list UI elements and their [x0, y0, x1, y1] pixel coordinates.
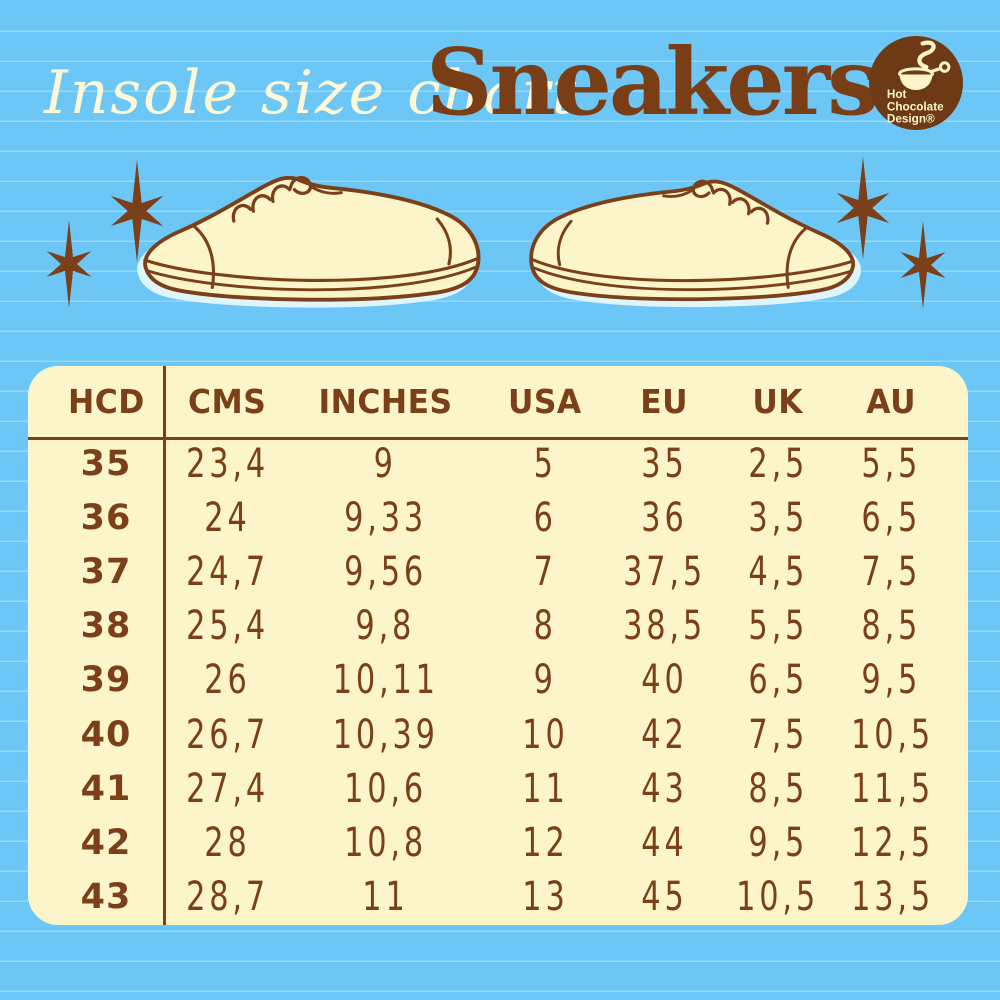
table-header-divider — [28, 437, 968, 440]
table-row: 37 24,7 9,56 7 37,5 4,5 7,5 — [28, 545, 968, 599]
table-row: 41 27,4 10,6 11 43 8,5 11,5 — [28, 762, 968, 816]
size-cell: 28,7 — [186, 873, 269, 920]
size-cell: 37 — [80, 552, 132, 593]
size-cell: 9,8 — [355, 603, 416, 650]
size-cell: 10,5 — [851, 711, 934, 758]
sparkle-star-icon — [900, 221, 946, 309]
table-row: 40 26,7 10,39 10 42 7,5 10,5 — [28, 707, 968, 761]
size-cell: 42 — [640, 711, 688, 758]
sparkle-star-icon — [836, 156, 890, 260]
size-cell: 10,6 — [344, 765, 427, 812]
size-cell: 10 — [521, 711, 569, 758]
logo-text-line3: Design® — [887, 112, 935, 125]
column-header-cms: CMS — [188, 382, 267, 421]
size-cell: 43 — [80, 876, 132, 917]
size-cell: 26,7 — [186, 711, 269, 758]
size-cell: 38,5 — [623, 603, 706, 650]
size-cell: 35 — [80, 444, 132, 485]
size-cell: 4,5 — [748, 549, 808, 596]
size-cell: 43 — [640, 765, 688, 812]
size-cell: 9,5 — [748, 819, 808, 866]
size-cell: 5,5 — [861, 441, 921, 488]
size-cell: 12 — [521, 819, 569, 866]
table-row: 36 24 9,33 6 36 3,5 6,5 — [28, 491, 968, 545]
table-row: 38 25,4 9,8 8 38,5 5,5 8,5 — [28, 599, 968, 653]
steam-icon — [917, 40, 936, 70]
size-cell: 10,8 — [344, 819, 427, 866]
size-table-header: HCD CMS INCHES USA EU UK AU — [28, 366, 968, 437]
sparkle-star-icon — [110, 159, 164, 263]
size-cell: 7,5 — [861, 549, 921, 596]
size-cell: 24,7 — [186, 549, 269, 596]
column-header-hcd: HCD — [67, 382, 145, 421]
size-cell: 9 — [373, 441, 398, 488]
size-cell: 11 — [521, 765, 569, 812]
column-header-usa: USA — [508, 382, 582, 421]
size-cell: 42 — [80, 822, 132, 863]
size-cell: 26 — [204, 657, 251, 704]
sneaker-right-illustration — [529, 179, 856, 302]
size-cell: 23,4 — [186, 441, 269, 488]
script-title: Insole size chart — [44, 58, 579, 128]
column-header-eu: EU — [640, 382, 688, 421]
size-cell: 38 — [80, 606, 132, 647]
size-cell: 12,5 — [851, 819, 934, 866]
size-cell: 5 — [533, 441, 557, 488]
size-cell: 9,5 — [861, 657, 921, 704]
size-cell: 28 — [204, 819, 251, 866]
table-row: 35 23,4 9 5 35 2,5 5,5 — [28, 437, 968, 491]
size-cell: 7 — [533, 549, 557, 596]
size-cell: 10,5 — [736, 873, 820, 920]
size-cell: 9 — [533, 657, 557, 704]
size-cell: 36 — [640, 495, 688, 542]
size-cell: 11,5 — [851, 765, 934, 812]
size-cell: 39 — [80, 660, 132, 701]
size-cell: 6 — [533, 495, 557, 542]
size-cell: 8,5 — [748, 765, 808, 812]
column-header-inches: INCHES — [318, 382, 453, 421]
size-cell: 6,5 — [748, 657, 808, 704]
size-cell: 13 — [521, 873, 569, 920]
size-cell: 37,5 — [623, 549, 706, 596]
table-vertical-divider — [163, 366, 166, 925]
cup-icon — [898, 61, 951, 91]
size-cell: 24 — [204, 495, 251, 542]
size-cell: 25,4 — [186, 603, 269, 650]
logo-text-line1: Hot — [887, 88, 907, 101]
size-cell: 45 — [640, 873, 688, 920]
size-cell: 36 — [80, 498, 132, 539]
product-title: Sneakers — [426, 28, 879, 136]
size-cell: 11 — [362, 873, 409, 920]
sneaker-left-illustration — [142, 175, 481, 302]
column-header-au: AU — [866, 382, 916, 421]
size-cell: 35 — [640, 441, 688, 488]
size-cell: 9,33 — [344, 495, 427, 542]
size-cell: 27,4 — [186, 765, 269, 812]
size-cell: 40 — [640, 657, 688, 704]
sparkle-star-icon — [46, 220, 92, 308]
table-row: 39 26 10,11 9 40 6,5 9,5 — [28, 653, 968, 707]
size-cell: 8,5 — [861, 603, 921, 650]
size-cell: 41 — [80, 768, 132, 809]
size-cell: 9,56 — [344, 549, 427, 596]
size-cell: 3,5 — [748, 495, 808, 542]
size-cell: 5,5 — [748, 603, 808, 650]
size-cell: 44 — [640, 819, 688, 866]
size-table: HCD CMS INCHES USA EU UK AU 35 23,4 9 5 35 2,5 5,5 36… — [28, 366, 968, 925]
brand-logo: Hot Chocolate Design® — [869, 36, 963, 130]
column-header-uk: UK — [752, 382, 804, 421]
table-row: 43 28,7 11 13 45 10,5 13,5 — [28, 870, 968, 924]
size-cell: 10,39 — [332, 711, 439, 758]
table-row: 42 28 10,8 12 44 9,5 12,5 — [28, 816, 968, 870]
size-cell: 13,5 — [851, 873, 934, 920]
size-cell: 6,5 — [861, 495, 921, 542]
size-cell: 2,5 — [748, 441, 808, 488]
size-table-body: 35 23,4 9 5 35 2,5 5,5 36 24 9,33 6 36 3,5 6,5 37 24,7 9… — [28, 437, 968, 924]
size-cell: 40 — [80, 714, 132, 755]
size-cell: 8 — [533, 603, 557, 650]
size-cell: 7,5 — [748, 711, 808, 758]
size-cell: 10,11 — [332, 657, 439, 704]
logo-text-line2: Chocolate — [887, 100, 944, 113]
